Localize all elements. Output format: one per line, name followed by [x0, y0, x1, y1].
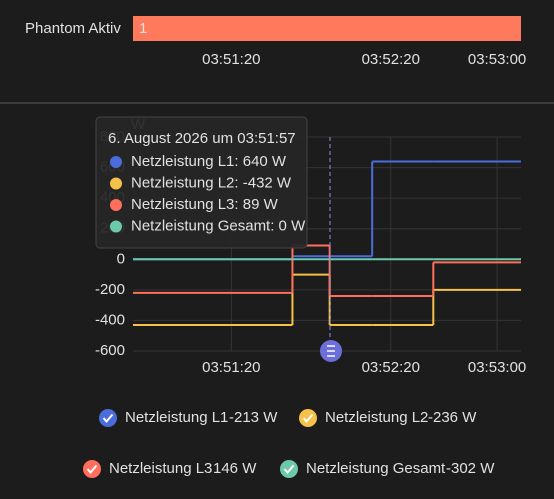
tooltip-swatch	[110, 177, 122, 190]
x-tick-label: 03:51:20	[202, 51, 260, 68]
x-tick-label: 03:52:20	[362, 359, 420, 376]
legend-name: Netzleistung Gesamt	[306, 460, 446, 477]
legend-check	[299, 409, 317, 427]
row-label: Phantom Aktiv	[25, 20, 121, 37]
y-tick-label: -200	[95, 281, 125, 298]
legend-check	[99, 409, 117, 427]
legend-state: -302 W	[446, 460, 495, 477]
x-tick-label: 03:53:00	[468, 51, 526, 68]
legend-item[interactable]: Netzleistung Gesamt -302 W	[280, 460, 495, 478]
legend-check	[280, 460, 298, 478]
check-mark	[102, 413, 114, 424]
check-mark	[302, 413, 314, 424]
tooltip-swatch	[110, 220, 122, 233]
legend-item[interactable]: Netzleistung L3 146 W	[83, 460, 257, 478]
tooltip-swatch	[110, 156, 122, 168]
tooltip-entry: Netzleistung L3: 89 W	[131, 196, 279, 213]
y-tick-label: -400	[95, 311, 125, 328]
bar-label: 1	[139, 20, 147, 37]
x-tick-label: 03:51:20	[202, 359, 260, 376]
tooltip-entry: Netzleistung L1: 640 W	[131, 153, 287, 170]
tooltip-swatch	[110, 199, 122, 211]
legend-check	[83, 460, 101, 478]
timeline-bar	[133, 16, 521, 41]
x-tick-label: 03:53:00	[468, 359, 526, 376]
legend-name: Netzleistung L2	[325, 409, 428, 426]
y-tick-label: -600	[95, 342, 125, 359]
legend-state: 146 W	[213, 460, 257, 477]
tooltip	[95, 116, 308, 249]
legend-state: -213 W	[229, 409, 278, 426]
y-tick-label: 0	[117, 250, 125, 267]
tooltip-entry: Netzleistung Gesamt: 0 W	[131, 217, 306, 234]
check-mark	[86, 464, 98, 475]
legend-item[interactable]: Netzleistung L2 -236 W	[299, 409, 477, 427]
tooltip-entry: Netzleistung L2: -432 W	[131, 174, 292, 191]
legend-item[interactable]: Netzleistung L1 -213 W	[99, 409, 278, 427]
check-mark	[283, 464, 295, 475]
legend-name: Netzleistung L1	[125, 409, 228, 426]
legend-state: -236 W	[428, 409, 477, 426]
tooltip-title: 6. August 2026 um 03:51:57	[108, 130, 296, 147]
x-tick-label: 03:52:20	[362, 51, 420, 68]
legend-name: Netzleistung L3	[109, 460, 212, 477]
